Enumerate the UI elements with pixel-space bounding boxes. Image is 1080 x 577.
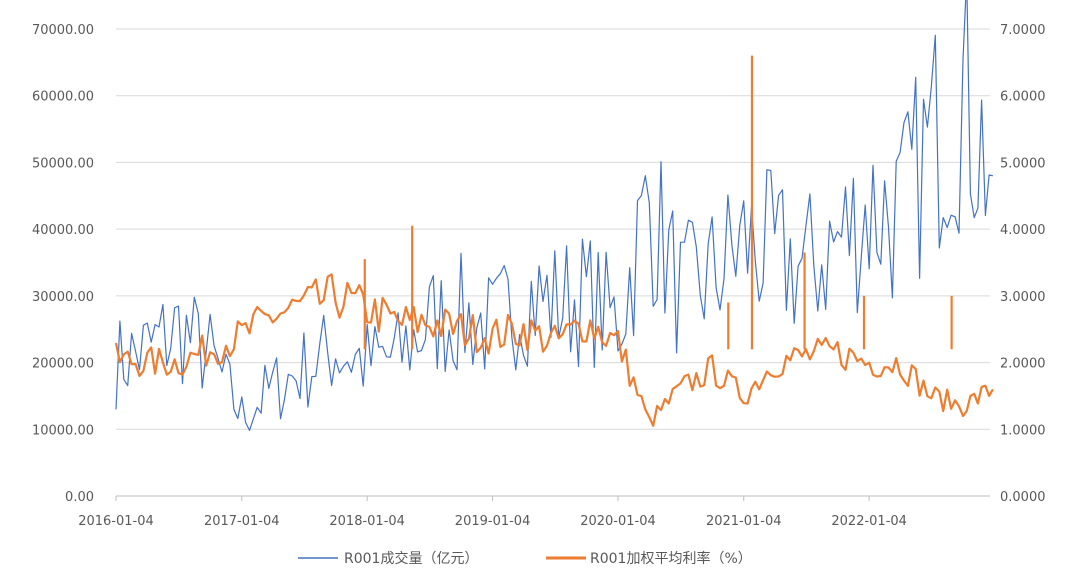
legend: R001成交量（亿元） R001加权平均利率（%）	[298, 550, 752, 567]
legend-label-volume: R001成交量（亿元）	[344, 550, 478, 567]
right-axis-ticks: 7.0000 6.0000 5.0000 4.0000 3.0000 2.0000 1.00…	[1000, 23, 1046, 505]
right-tick-label: 2.0000	[1000, 357, 1046, 372]
left-tick-label: 70000.00	[32, 23, 94, 38]
left-axis-ticks: 70000.00 60000.00 50000.00 40000.00 30000.00…	[32, 23, 94, 505]
x-tick-label: 2021-01-04	[706, 514, 782, 529]
left-tick-label: 20000.00	[32, 357, 94, 372]
right-tick-label: 5.0000	[1000, 156, 1046, 171]
x-axis: 2016-01-04 2017-01-04 2018-01-04 2019-01-04…	[78, 495, 990, 529]
left-tick-label: 50000.00	[32, 156, 94, 171]
legend-label-rate: R001加权平均利率（%）	[590, 550, 752, 567]
left-tick-label: 60000.00	[32, 90, 94, 105]
series-line-volume	[115, 0, 994, 431]
right-tick-label: 3.0000	[1000, 290, 1046, 305]
left-tick-label: 40000.00	[32, 223, 94, 238]
x-tick-label: 2017-01-04	[204, 514, 280, 529]
right-tick-label: 0.0000	[1000, 490, 1046, 505]
right-tick-label: 6.0000	[1000, 90, 1046, 105]
series-layer	[114, 0, 994, 431]
x-tick-label: 2019-01-04	[455, 514, 531, 529]
series-line-rate	[114, 273, 994, 427]
left-tick-label: 30000.00	[32, 290, 94, 305]
right-tick-label: 4.0000	[1000, 223, 1046, 238]
x-tick-label: 2020-01-04	[580, 514, 656, 529]
x-tick-label: 2022-01-04	[831, 514, 907, 529]
x-tick-label: 2016-01-04	[78, 514, 154, 529]
right-tick-label: 7.0000	[1000, 23, 1046, 38]
left-tick-label: 10000.00	[32, 423, 94, 438]
x-tick-label: 2018-01-04	[329, 514, 405, 529]
right-tick-label: 1.0000	[1000, 423, 1046, 438]
left-tick-label: 0.00	[65, 490, 94, 505]
